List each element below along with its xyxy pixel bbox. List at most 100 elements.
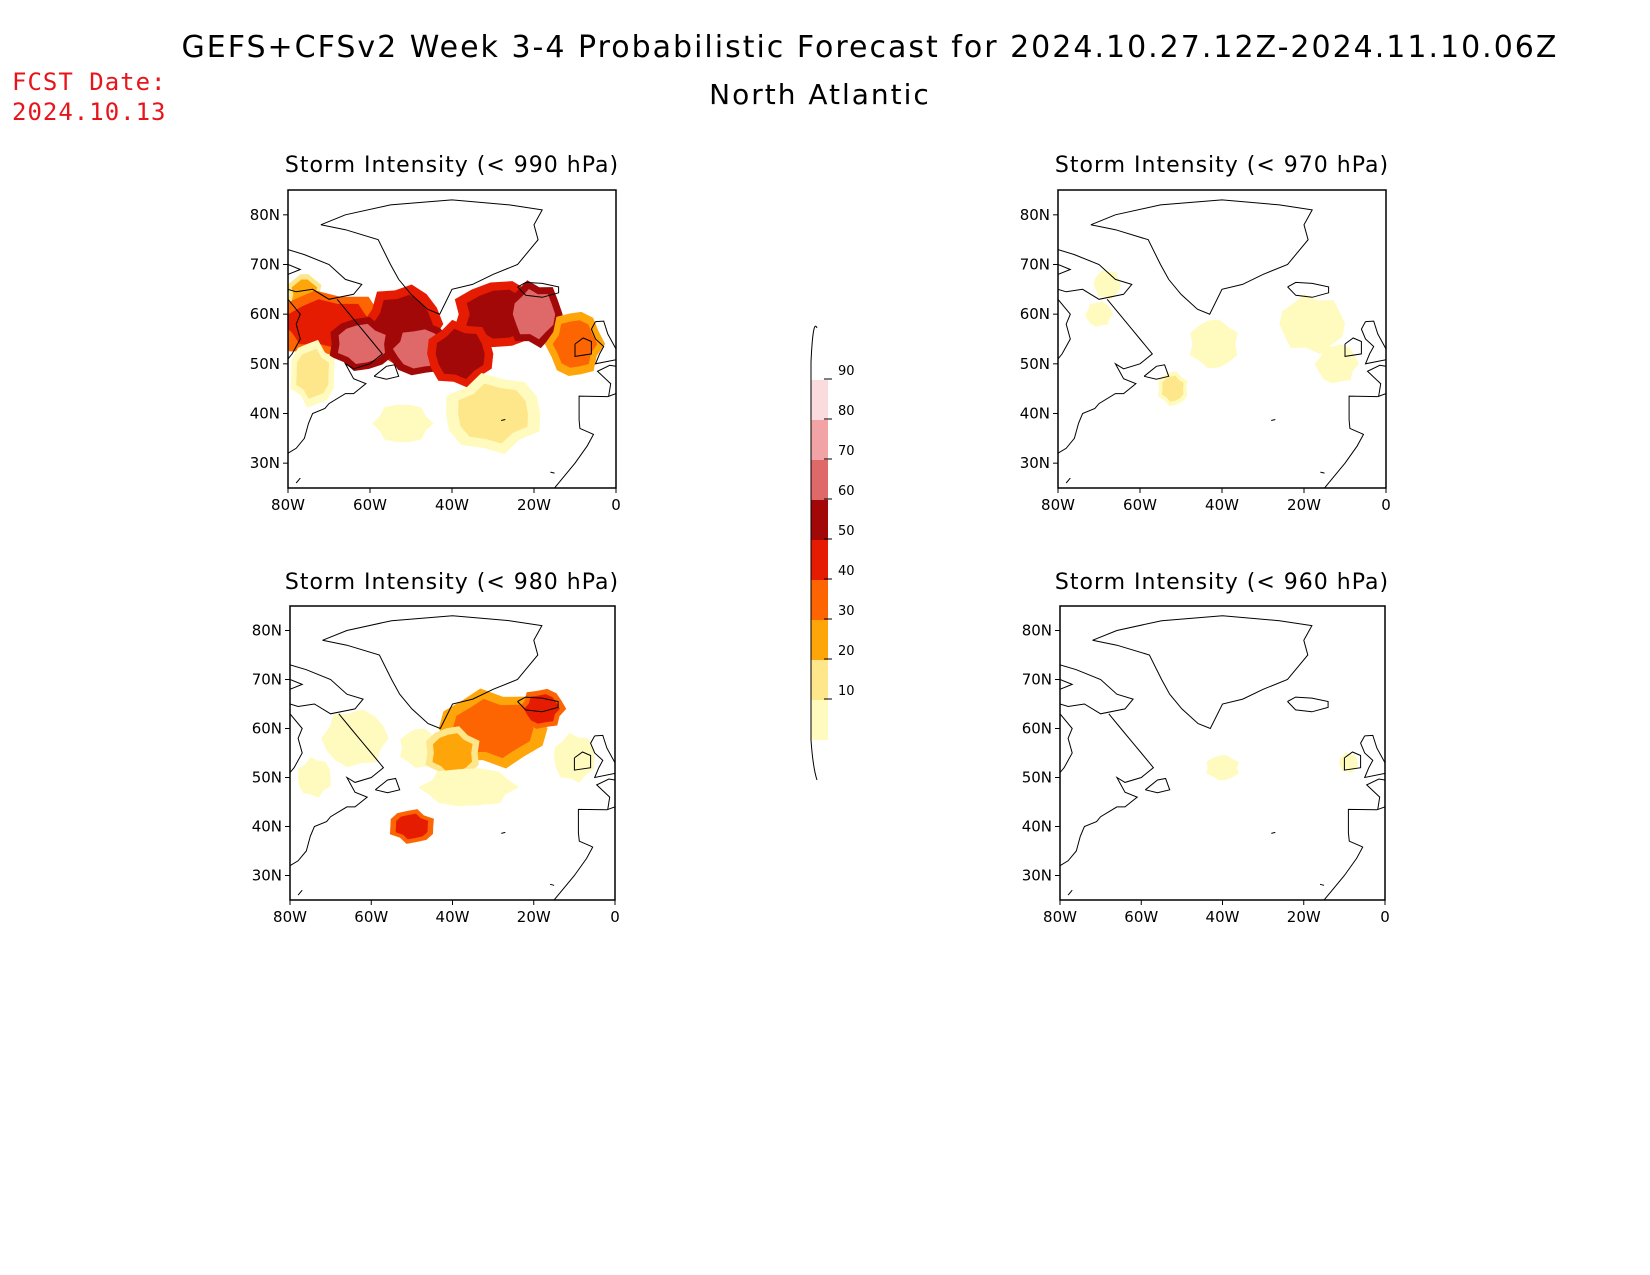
coastline — [517, 281, 560, 298]
lat-tick-label: 30N — [250, 454, 280, 472]
lat-tick-label: 70N — [1022, 671, 1052, 689]
coastline — [595, 778, 615, 810]
coastline — [1320, 471, 1325, 474]
coastline — [596, 364, 616, 397]
colorbar-segment — [811, 620, 828, 660]
coastline — [1058, 249, 1133, 300]
colorbar-label: 30 — [838, 604, 855, 619]
lon-tick-label: 40W — [1205, 496, 1239, 514]
coastline — [290, 679, 304, 690]
colorbar-bottom-cap — [810, 739, 818, 781]
lat-tick-label: 50N — [250, 355, 280, 373]
lon-tick-label: 40W — [435, 496, 469, 514]
coastline — [1366, 364, 1386, 397]
coastline — [590, 734, 615, 779]
colorbar-label: 20 — [838, 644, 855, 659]
probability-contour — [337, 323, 386, 364]
region-subtitle: North Atlantic — [709, 78, 931, 111]
colorbar-segment — [811, 420, 828, 460]
coastlines — [1058, 199, 1386, 488]
coastline — [1344, 337, 1362, 357]
coastline — [1060, 713, 1073, 773]
panel-title: Storm Intensity (< 970 hPa) — [1055, 153, 1389, 178]
coastline — [550, 471, 555, 474]
colorbar-label: 80 — [838, 404, 855, 419]
coastline — [288, 264, 302, 275]
lat-tick-label: 50N — [252, 769, 282, 787]
coastline — [1144, 777, 1171, 794]
probability-field — [1206, 752, 1358, 781]
probability-contour — [435, 328, 485, 380]
coastline — [1360, 320, 1386, 365]
map-panel-p980: Storm Intensity (< 980 hPa) 80N 70N 60N 50N 4… — [252, 570, 620, 926]
map-frame — [1059, 605, 1386, 901]
coastline — [501, 419, 506, 421]
colorbar-top-edge — [810, 325, 818, 363]
lat-tick-label: 50N — [1020, 355, 1050, 373]
coastlines — [290, 615, 615, 900]
probability-contour — [1279, 294, 1345, 354]
probability-contour — [523, 694, 560, 724]
coastline — [1090, 199, 1313, 315]
probability-contour — [1206, 755, 1239, 781]
lon-tick-label: 20W — [517, 908, 551, 926]
colorbar-segment — [811, 500, 828, 540]
probability-contour — [395, 813, 429, 840]
coastline — [320, 199, 543, 315]
main-title: GEFS+CFSv2 Week 3-4 Probabilistic Foreca… — [181, 30, 1559, 65]
lat-tick-label: 80N — [1020, 206, 1050, 224]
coastline — [1065, 477, 1071, 484]
lon-tick-label: 80W — [1043, 908, 1077, 926]
colorbar-top-cap — [811, 330, 828, 362]
colorbar-label: 40 — [838, 564, 855, 579]
lat-tick-label: 60N — [1020, 305, 1050, 323]
probability-contour — [512, 289, 556, 340]
lon-tick-label: 20W — [517, 496, 551, 514]
probability-contour — [1314, 344, 1359, 384]
lon-tick-label: 60W — [354, 908, 388, 926]
coastline — [1143, 364, 1170, 380]
colorbar-segment — [811, 540, 828, 580]
probability-contour — [321, 709, 389, 768]
coastline — [1287, 696, 1329, 713]
coastline — [1060, 713, 1155, 867]
lat-tick-label: 30N — [1020, 454, 1050, 472]
lat-tick-label: 60N — [252, 720, 282, 738]
coastline — [1092, 615, 1313, 730]
coastline — [373, 364, 400, 380]
lon-tick-label: 20W — [1287, 496, 1321, 514]
map-panel-p960: Storm Intensity (< 960 hPa) 80N 70N 60N 50N 4… — [1022, 570, 1390, 926]
lat-tick-label: 80N — [252, 622, 282, 640]
lon-tick-label: 40W — [436, 908, 470, 926]
probability-contour — [1189, 319, 1238, 369]
colorbar-label: 90 — [838, 364, 855, 379]
coastline — [501, 831, 506, 834]
coastline — [1319, 883, 1325, 886]
lon-tick-label: 0 — [1380, 908, 1390, 926]
lon-tick-label: 60W — [353, 496, 387, 514]
colorbar-segment — [811, 460, 828, 500]
lon-tick-label: 0 — [610, 908, 620, 926]
colorbar-label: 60 — [838, 484, 855, 499]
probability-field — [288, 274, 606, 454]
coastline — [295, 477, 301, 484]
probability-contour — [298, 757, 331, 798]
lat-tick-label: 40N — [1020, 405, 1050, 423]
lat-tick-label: 40N — [1022, 818, 1052, 836]
colorbar-label: 50 — [838, 524, 855, 539]
coastline — [1060, 664, 1134, 715]
colorbar-segment — [811, 660, 828, 700]
coastline — [1323, 393, 1386, 488]
coastline — [549, 883, 555, 886]
lat-tick-label: 70N — [1020, 256, 1050, 274]
coastline — [574, 337, 592, 357]
coastline — [288, 249, 363, 300]
coastline — [290, 713, 385, 867]
lon-tick-label: 80W — [1041, 496, 1075, 514]
probability-contour — [1161, 375, 1184, 402]
lat-tick-label: 70N — [250, 256, 280, 274]
lon-tick-label: 0 — [611, 496, 621, 514]
colorbar: 10 20 30 40 50 60 70 80 90 — [810, 325, 855, 781]
probability-contour — [1085, 301, 1113, 327]
probability-contour — [458, 383, 528, 444]
